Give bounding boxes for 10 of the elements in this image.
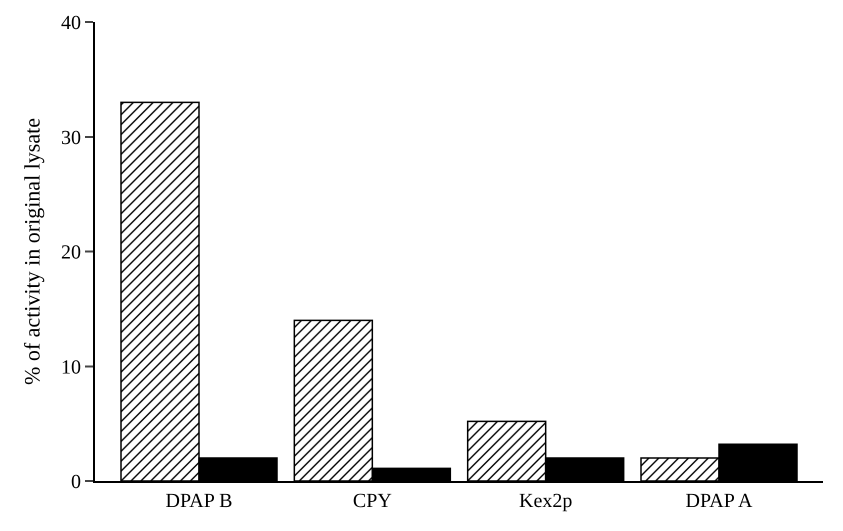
y-tick-label: 0 — [71, 471, 81, 493]
y-axis-title: % of activity in original lysate — [19, 118, 44, 385]
x-tick-label: DPAP A — [686, 490, 753, 512]
y-tick-label: 20 — [61, 242, 81, 264]
x-tick-label: Kex2p — [519, 490, 572, 512]
y-tick-label: 30 — [61, 126, 81, 149]
x-tick-label: CPY — [352, 490, 392, 512]
y-tick-label: 40 — [61, 12, 81, 34]
y-tick-label: 10 — [61, 356, 81, 378]
x-tick-label: DPAP B — [166, 490, 232, 512]
